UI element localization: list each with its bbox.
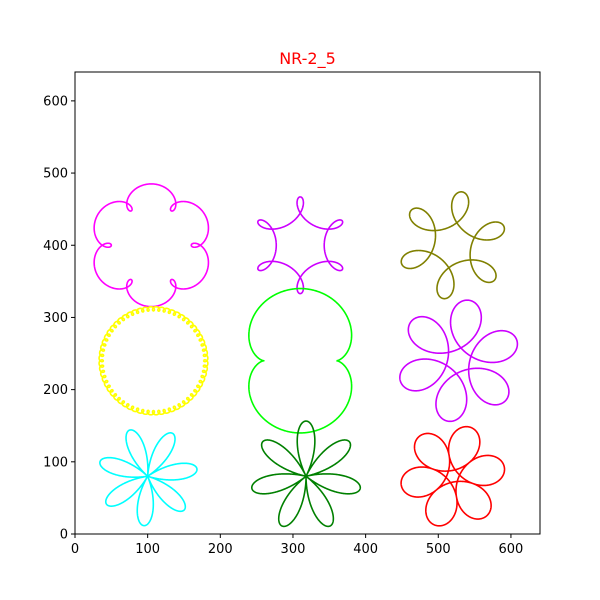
series-curve-4 xyxy=(98,305,209,416)
x-tick-label: 500 xyxy=(426,542,451,557)
series-curve-3 xyxy=(400,191,506,300)
y-tick-label: 100 xyxy=(43,455,68,470)
x-tick-label: 100 xyxy=(135,542,160,557)
series-curve-6 xyxy=(399,299,519,423)
x-tick-label: 600 xyxy=(499,542,524,557)
y-tick-label: 0 xyxy=(60,528,68,543)
curves-layer xyxy=(93,183,519,528)
x-tick-label: 300 xyxy=(281,542,306,557)
y-axis: 0 100 200 300 400 500 600 xyxy=(43,94,75,543)
series-curve-1 xyxy=(93,183,210,308)
y-tick-label: 600 xyxy=(43,94,68,109)
plot-frame xyxy=(74,71,541,535)
series-curve-2 xyxy=(257,196,344,295)
y-tick-label: 500 xyxy=(43,167,68,182)
series-curve-9 xyxy=(400,425,506,527)
x-tick-label: 400 xyxy=(353,542,378,557)
series-curve-7 xyxy=(99,429,198,527)
series-curve-5 xyxy=(248,287,353,434)
series-curve-8 xyxy=(251,420,362,528)
y-tick-label: 300 xyxy=(43,311,68,326)
x-tick-label: 200 xyxy=(208,542,233,557)
x-tick-label: 0 xyxy=(71,542,79,557)
y-tick-label: 200 xyxy=(43,383,68,398)
x-axis: 0 100 200 300 400 500 600 xyxy=(71,534,523,557)
chart-title: NR-2_5 xyxy=(279,49,336,69)
y-tick-label: 400 xyxy=(43,239,68,254)
